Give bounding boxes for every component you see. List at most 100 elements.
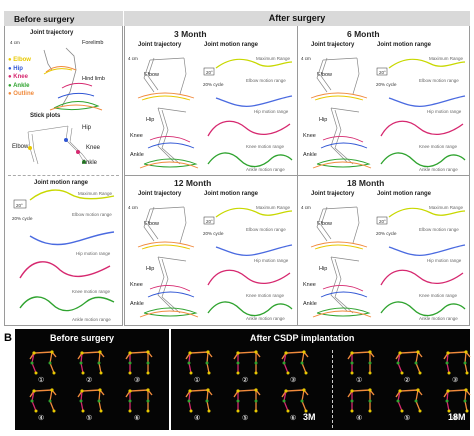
stick-figure xyxy=(281,388,309,413)
legend-dot-icon: ● xyxy=(8,74,12,80)
trace-elbow-label: Elbow motion range xyxy=(419,78,459,83)
cycle-scale-label: 20% cycle xyxy=(376,231,397,236)
figure-number: ⑥ xyxy=(134,415,141,422)
figure-number: ④ xyxy=(356,415,363,422)
elbow-label: Elbow xyxy=(317,72,332,78)
after-horizontal-divider xyxy=(124,175,470,176)
legend-item-outline: ● Outline xyxy=(8,90,34,99)
stick-figure xyxy=(347,388,375,413)
before-separator xyxy=(8,175,119,176)
joint-trajectory-plot xyxy=(310,57,372,169)
stick-figure xyxy=(77,350,105,375)
max-range-label: Maximum Range xyxy=(256,205,291,210)
panel-b-after-box xyxy=(171,329,470,430)
max-range-label: Maximum Range xyxy=(429,205,464,210)
ankle-label: Ankle xyxy=(130,301,144,307)
joint-motion-range-title: Joint motion range xyxy=(204,42,258,48)
joint-trajectory-title: Joint trajectory xyxy=(311,191,355,197)
before-surgery-panel xyxy=(4,22,123,326)
before-max-range: Maximum Range xyxy=(78,191,113,196)
elbow-label: Elbow xyxy=(317,221,332,227)
trace-elbow-label: Elbow motion range xyxy=(246,227,286,232)
stick-figure xyxy=(77,388,105,413)
stick-figure xyxy=(395,350,423,375)
forelimb-label: Forelimb xyxy=(82,40,104,46)
before-joint-trajectory-title: Joint trajectory xyxy=(30,30,74,36)
trace-ankle-label: Ankle motion range xyxy=(246,316,285,321)
stick-plot-figure xyxy=(27,125,91,165)
joint-trajectory-title: Joint trajectory xyxy=(138,191,182,197)
figure-number: ⑥ xyxy=(290,415,297,422)
joint-trajectory-plot xyxy=(310,206,372,318)
before-cycle-scale: 20% cycle xyxy=(12,216,33,221)
tag-3m: 3M xyxy=(303,412,316,422)
stick-figure xyxy=(185,350,213,375)
joint-trajectory-title: Joint trajectory xyxy=(138,42,182,48)
tag-18m: 18M xyxy=(448,412,466,422)
joint-motion-range-title: Joint motion range xyxy=(377,42,431,48)
stick-figure xyxy=(233,350,261,375)
panel-b-letter: B xyxy=(4,332,12,344)
legend-dot-icon: ● xyxy=(8,82,12,89)
cycle-scale-label: 20% cycle xyxy=(203,82,224,87)
after-vertical-divider xyxy=(297,26,298,326)
knee-label: Knee xyxy=(130,133,143,139)
stick-figure xyxy=(233,388,261,413)
legend-dot-icon: ● xyxy=(8,57,12,63)
hip-label: Hip xyxy=(146,266,155,272)
panel-b-before-box xyxy=(15,329,169,430)
ankle-label: Ankle xyxy=(303,301,317,307)
joint-legend: ● Elbow ● Hip ● Knee ● Ankle ● Outline xyxy=(8,56,34,99)
trace-hip-label: Hip motion range xyxy=(427,109,462,114)
joint-trajectory-title: Joint trajectory xyxy=(311,42,355,48)
trace-ankle-label: Ankle motion range xyxy=(419,167,458,172)
before-deg-scale: 20° xyxy=(16,203,23,208)
trace-hip-label: Hip motion range xyxy=(427,258,462,263)
hindlimb-label: Hind limb xyxy=(82,76,105,82)
stick-figure xyxy=(443,350,471,375)
legend-item-elbow: ● Elbow xyxy=(8,56,34,65)
joint-trajectory-plot xyxy=(137,206,199,318)
figure-number: ① xyxy=(194,377,201,384)
elbow-label: Elbow xyxy=(144,72,159,78)
figure-number: ② xyxy=(404,377,411,384)
stick-ankle-label: Ankle xyxy=(82,160,98,166)
knee-label: Knee xyxy=(130,282,143,288)
stick-figure xyxy=(281,350,309,375)
figure-number: ⑤ xyxy=(242,415,249,422)
legend-label: Outline xyxy=(13,91,34,97)
knee-label: Knee xyxy=(303,282,316,288)
month-title: 12 Month xyxy=(174,178,212,188)
stick-elbow-label: Elbow xyxy=(12,144,29,150)
trace-hip-label: Hip motion range xyxy=(254,109,289,114)
figure-number: ④ xyxy=(194,415,201,422)
panel-b-before-title: Before surgery xyxy=(50,333,115,343)
stick-figure xyxy=(347,350,375,375)
deg-scale-label: 20° xyxy=(206,70,213,75)
legend-label: Hip xyxy=(13,65,23,72)
figure-number: ① xyxy=(356,377,363,384)
legend-dot-icon: ● xyxy=(8,91,12,97)
trace-knee-label: Knee motion range xyxy=(419,293,458,298)
legend-label: Knee xyxy=(13,74,28,80)
elbow-label: Elbow xyxy=(144,221,159,227)
hip-label: Hip xyxy=(146,117,155,123)
figure-number: ② xyxy=(86,377,93,384)
stick-figure xyxy=(185,388,213,413)
legend-dot-icon: ● xyxy=(8,65,12,72)
stick-knee-label: Knee xyxy=(86,145,101,151)
cycle-scale-label: 20% cycle xyxy=(376,82,397,87)
motion-range-traces xyxy=(376,207,466,317)
before-motion-traces xyxy=(13,189,115,312)
max-range-label: Maximum Range xyxy=(429,56,464,61)
scale-label: 4 cm xyxy=(301,56,311,61)
panel-b-dashed-divider xyxy=(332,350,333,428)
max-range-label: Maximum Range xyxy=(256,56,291,61)
trace-ankle-label: Ankle motion range xyxy=(246,167,285,172)
before-surgery-header: Before surgery xyxy=(4,11,123,26)
stick-hip-label: Hip xyxy=(82,125,92,131)
figure-number: ③ xyxy=(134,377,141,384)
deg-scale-label: 20° xyxy=(206,219,213,224)
trace-knee-label: Knee motion range xyxy=(419,144,458,149)
joint-motion-range-title: Joint motion range xyxy=(377,191,431,197)
